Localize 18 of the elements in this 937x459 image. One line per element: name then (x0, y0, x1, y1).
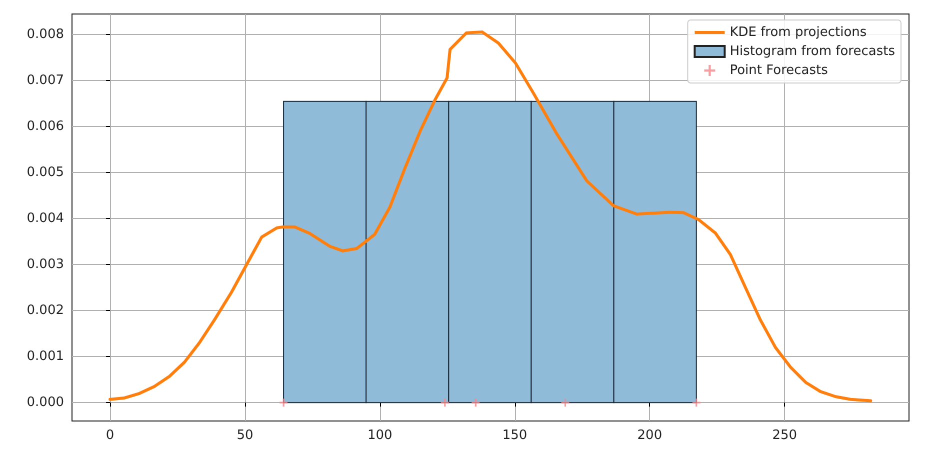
x-tick-label: 100 (367, 428, 392, 443)
x-tick-label: 250 (772, 428, 798, 443)
x-tick-label: 0 (106, 428, 114, 443)
legend-label: Point Forecasts (730, 63, 828, 78)
y-tick-label: 0.003 (26, 257, 64, 272)
y-tick-label: 0.004 (26, 211, 64, 226)
legend-label: KDE from projections (730, 25, 867, 40)
x-tick-label: 200 (637, 428, 662, 443)
y-tick-label: 0.007 (26, 73, 64, 88)
y-tick-label: 0.008 (26, 27, 64, 42)
y-tick-label: 0.001 (26, 349, 64, 364)
x-tick-label: 150 (502, 428, 528, 443)
y-tick-label: 0.006 (26, 119, 64, 134)
legend-label: Histogram from forecasts (730, 44, 896, 59)
y-tick-label: 0.002 (26, 303, 64, 318)
y-tick-label: 0.000 (26, 395, 64, 410)
y-tick-label: 0.005 (26, 165, 64, 180)
x-tick-label: 50 (236, 428, 254, 443)
